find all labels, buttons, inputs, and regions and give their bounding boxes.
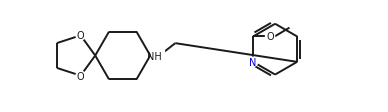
Text: NH: NH (147, 51, 162, 61)
Text: O: O (77, 71, 85, 81)
Text: N: N (249, 57, 257, 67)
Circle shape (76, 71, 85, 81)
Circle shape (265, 33, 275, 42)
Text: O: O (77, 31, 85, 41)
Circle shape (76, 31, 85, 41)
Text: O: O (266, 32, 274, 42)
Circle shape (249, 58, 258, 67)
Bar (151, 51, 165, 61)
